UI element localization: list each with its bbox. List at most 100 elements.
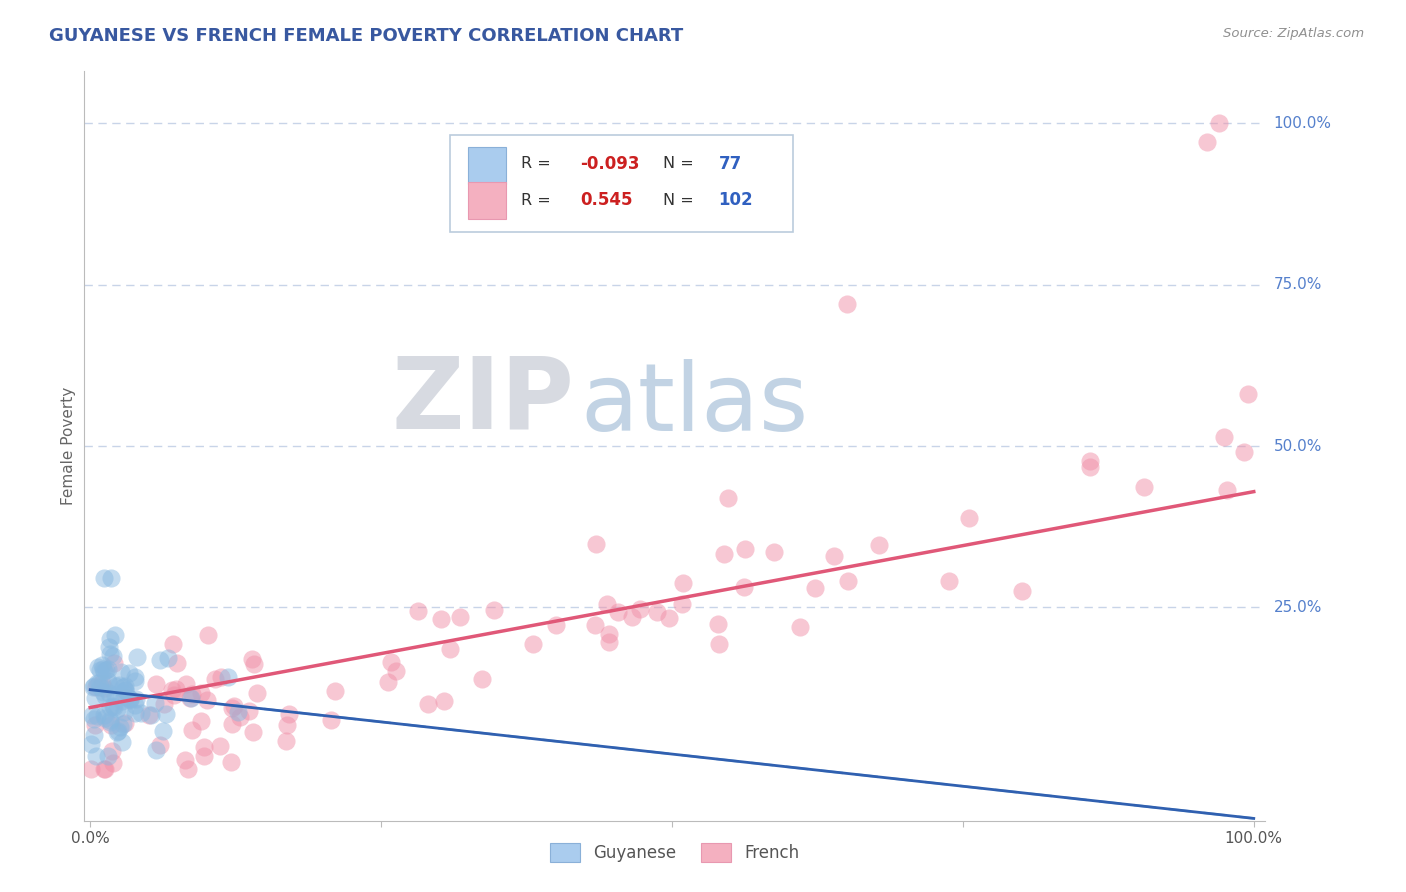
- Point: [319, 713, 342, 727]
- Point: [104, 628, 127, 642]
- Point: [671, 598, 693, 612]
- Text: 77: 77: [718, 154, 742, 172]
- Point: [804, 581, 827, 595]
- Point: [193, 748, 215, 763]
- Point: [165, 681, 187, 696]
- Point: [93, 708, 115, 723]
- Point: [155, 707, 177, 722]
- Point: [197, 627, 219, 641]
- Point: [89, 664, 111, 678]
- Point: [195, 692, 218, 706]
- Point: [86, 675, 108, 690]
- Point: [125, 691, 148, 706]
- Point: [114, 683, 136, 698]
- Point: [173, 753, 195, 767]
- Point: [124, 674, 146, 689]
- Point: [406, 604, 429, 618]
- Point: [141, 708, 163, 723]
- Point: [583, 618, 606, 632]
- Point: [449, 610, 471, 624]
- Point: [823, 549, 845, 563]
- Point: [276, 718, 298, 732]
- Point: [98, 647, 121, 661]
- Point: [94, 762, 117, 776]
- Point: [868, 538, 890, 552]
- Point: [93, 762, 115, 776]
- Point: [385, 664, 408, 678]
- Point: [628, 602, 651, 616]
- Point: [1078, 453, 1101, 467]
- Point: [471, 672, 494, 686]
- Point: [86, 709, 108, 723]
- Point: [734, 542, 756, 557]
- Point: [217, 670, 239, 684]
- Point: [380, 655, 402, 669]
- Point: [180, 691, 202, 706]
- Point: [143, 696, 166, 710]
- Point: [1078, 459, 1101, 474]
- Point: [837, 574, 859, 589]
- Point: [620, 610, 643, 624]
- Point: [278, 707, 301, 722]
- Point: [118, 666, 141, 681]
- Point: [83, 679, 105, 693]
- Point: [107, 724, 129, 739]
- Point: [522, 637, 544, 651]
- Point: [733, 580, 755, 594]
- Point: [89, 681, 111, 695]
- Point: [274, 734, 297, 748]
- Point: [180, 687, 202, 701]
- Point: [176, 676, 198, 690]
- Point: [190, 686, 212, 700]
- Point: [98, 714, 121, 729]
- Point: [90, 675, 112, 690]
- Point: [93, 571, 115, 585]
- Point: [219, 756, 242, 770]
- Point: [145, 743, 167, 757]
- Point: [112, 686, 135, 700]
- Point: [94, 711, 117, 725]
- Point: [149, 653, 172, 667]
- Point: [111, 694, 134, 708]
- Point: [482, 603, 505, 617]
- Point: [204, 672, 226, 686]
- Point: [177, 762, 200, 776]
- Point: [433, 693, 456, 707]
- Point: [1237, 387, 1260, 401]
- Text: 100.0%: 100.0%: [1274, 116, 1331, 130]
- Text: GUYANESE VS FRENCH FEMALE POVERTY CORRELATION CHART: GUYANESE VS FRENCH FEMALE POVERTY CORREL…: [49, 27, 683, 45]
- Point: [162, 637, 184, 651]
- Point: [180, 723, 202, 737]
- Point: [243, 657, 266, 671]
- Point: [152, 724, 174, 739]
- Point: [101, 698, 124, 713]
- Point: [129, 706, 152, 720]
- Point: [377, 675, 399, 690]
- Point: [598, 626, 620, 640]
- Point: [120, 692, 142, 706]
- Point: [645, 605, 668, 619]
- Point: [418, 697, 440, 711]
- Point: [672, 576, 695, 591]
- Point: [835, 297, 858, 311]
- Point: [98, 632, 121, 647]
- Point: [707, 637, 730, 651]
- Point: [153, 697, 176, 711]
- Point: [107, 678, 129, 692]
- Point: [104, 679, 127, 693]
- Point: [713, 547, 735, 561]
- Point: [179, 691, 201, 706]
- Point: [93, 681, 115, 695]
- Point: [125, 650, 148, 665]
- Point: [103, 656, 125, 670]
- Text: N =: N =: [664, 193, 693, 208]
- Text: R =: R =: [522, 156, 551, 171]
- Point: [717, 491, 740, 505]
- Point: [124, 670, 146, 684]
- Point: [110, 665, 132, 680]
- Point: [162, 688, 184, 702]
- Text: -0.093: -0.093: [581, 154, 640, 172]
- Point: [91, 685, 114, 699]
- Point: [83, 691, 105, 706]
- Point: [112, 716, 135, 731]
